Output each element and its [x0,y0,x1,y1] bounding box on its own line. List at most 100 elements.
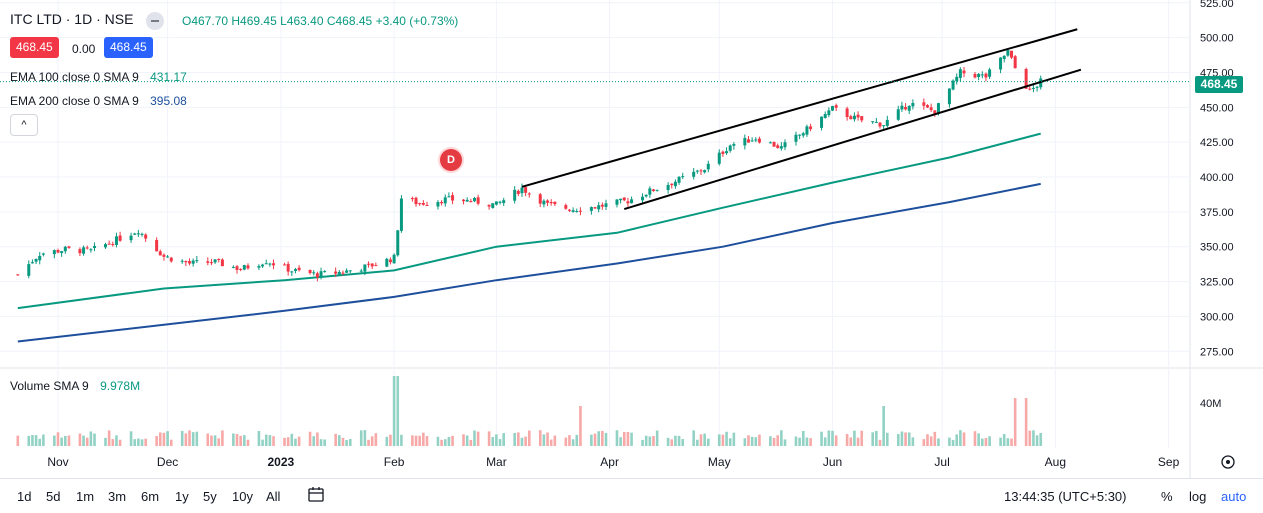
open-value: O467.70 [182,14,229,28]
range-1y[interactable]: 1y [175,489,189,504]
volume-bar [498,439,502,446]
volume-bar [162,432,166,446]
volume-bar [823,437,827,446]
clock-timezone[interactable]: 13:44:35 (UTC+5:30) [1004,489,1127,504]
candle-body [673,181,677,187]
candle-body [564,205,568,209]
spread-value: 0.00 [72,42,96,56]
volume-bar [221,430,224,446]
candle-body [827,110,831,116]
percent-toggle[interactable]: % [1161,489,1173,504]
candle-body [67,246,71,248]
volume-bar [641,439,644,446]
volume-bar [188,430,191,446]
volume-bar [809,438,812,446]
candle-body [571,210,575,212]
volume-bar [962,432,966,446]
volume-bar [677,435,681,446]
volume-bar [520,437,524,446]
range-1d[interactable]: 1d [17,489,32,504]
candle-body [220,259,224,267]
volume-bar [750,436,754,446]
x-tick-label: Apr [600,455,619,469]
volume-bar [571,439,575,446]
candle-body [524,187,528,193]
candle-body [385,258,389,267]
volume-bar [575,434,579,446]
candle-body [443,197,447,204]
volume-bar [546,432,549,446]
auto-toggle[interactable]: auto [1221,489,1247,504]
range-6m[interactable]: 6m [141,489,160,504]
candle-body [801,133,805,136]
candle-body [1002,55,1006,60]
range-10y[interactable]: 10y [232,489,253,504]
candle-body [728,145,732,151]
settings-gear-icon[interactable] [1221,455,1235,469]
volume-bar [34,435,38,446]
candle-body [436,202,440,207]
bottom-toolbar: 1d 5d 1m 3m 6m 1y 5y 10y All 13:44:35 (U… [0,478,1263,513]
range-1m[interactable]: 1m [76,489,95,504]
volume-bar [443,439,447,446]
candle-body [641,196,645,201]
candle-body [958,69,962,78]
candle-body [374,265,378,267]
candle-body [312,272,316,274]
volume-bar [655,430,659,446]
volume-bar [425,436,429,446]
candle-body [494,201,498,205]
sell-price-badge[interactable]: 468.45 [10,37,59,58]
candle-body [286,263,290,272]
collapse-legend-button[interactable]: ^ [10,114,38,136]
range-all[interactable]: All [266,489,281,504]
volume-bar [418,435,421,446]
volume-bar [184,433,188,446]
volume-bar [1013,398,1017,446]
candle-body [293,268,297,271]
volume-bar [53,435,56,446]
candle-body [962,70,966,74]
candle-body [323,271,327,273]
x-tick-label: Nov [47,455,68,469]
candle-body [341,272,345,274]
volume-legend[interactable]: Volume SMA 9 9.978M [10,378,140,394]
volume-bar [929,436,933,446]
candle-body [922,102,926,106]
log-toggle[interactable]: log [1189,489,1207,504]
symbol-legend: ITC LTD · 1D · NSE [10,11,133,28]
candle-body [155,239,159,252]
candle-body [754,139,758,141]
volume-bar [89,431,93,446]
volume-bar [984,438,988,446]
volume-bar [1002,434,1006,446]
volume-bar [158,432,162,446]
buy-price-badge[interactable]: 468.45 [104,37,153,58]
ema200-value: 395.08 [150,94,187,108]
dividend-event-marker[interactable]: D [440,149,462,171]
symbol-title[interactable]: ITC LTD · 1D · NSE [10,11,134,27]
volume-bar [553,435,557,446]
range-5d[interactable]: 5d [46,489,61,504]
range-3m[interactable]: 3m [108,489,127,504]
date-range-icon[interactable] [305,484,327,509]
candle-body [973,74,977,78]
candle-body [498,201,502,203]
volume-axis-label: 40M [1200,398,1221,410]
candle-body [904,107,908,110]
volume-bar [316,432,319,446]
candle-body [900,105,904,110]
minus-icon[interactable] [146,12,164,30]
volume-bar [728,438,732,446]
volume-bar [213,435,217,446]
price-chart[interactable]: 525.00500.00475.00450.00425.00400.00375.… [0,0,1263,478]
volume-bar [338,435,341,446]
candle-body [798,134,802,136]
ema100-legend[interactable]: EMA 100 close 0 SMA 9 431.17 [10,69,187,85]
ohlc-legend: O467.70 H469.45 L463.40 C468.45 +3.40 (+… [182,13,458,29]
volume-bar [648,436,652,446]
ema200-legend[interactable]: EMA 200 close 0 SMA 9 395.08 [10,93,187,109]
volume-bar [140,439,144,446]
candle-body [447,196,451,198]
range-5y[interactable]: 5y [203,489,217,504]
